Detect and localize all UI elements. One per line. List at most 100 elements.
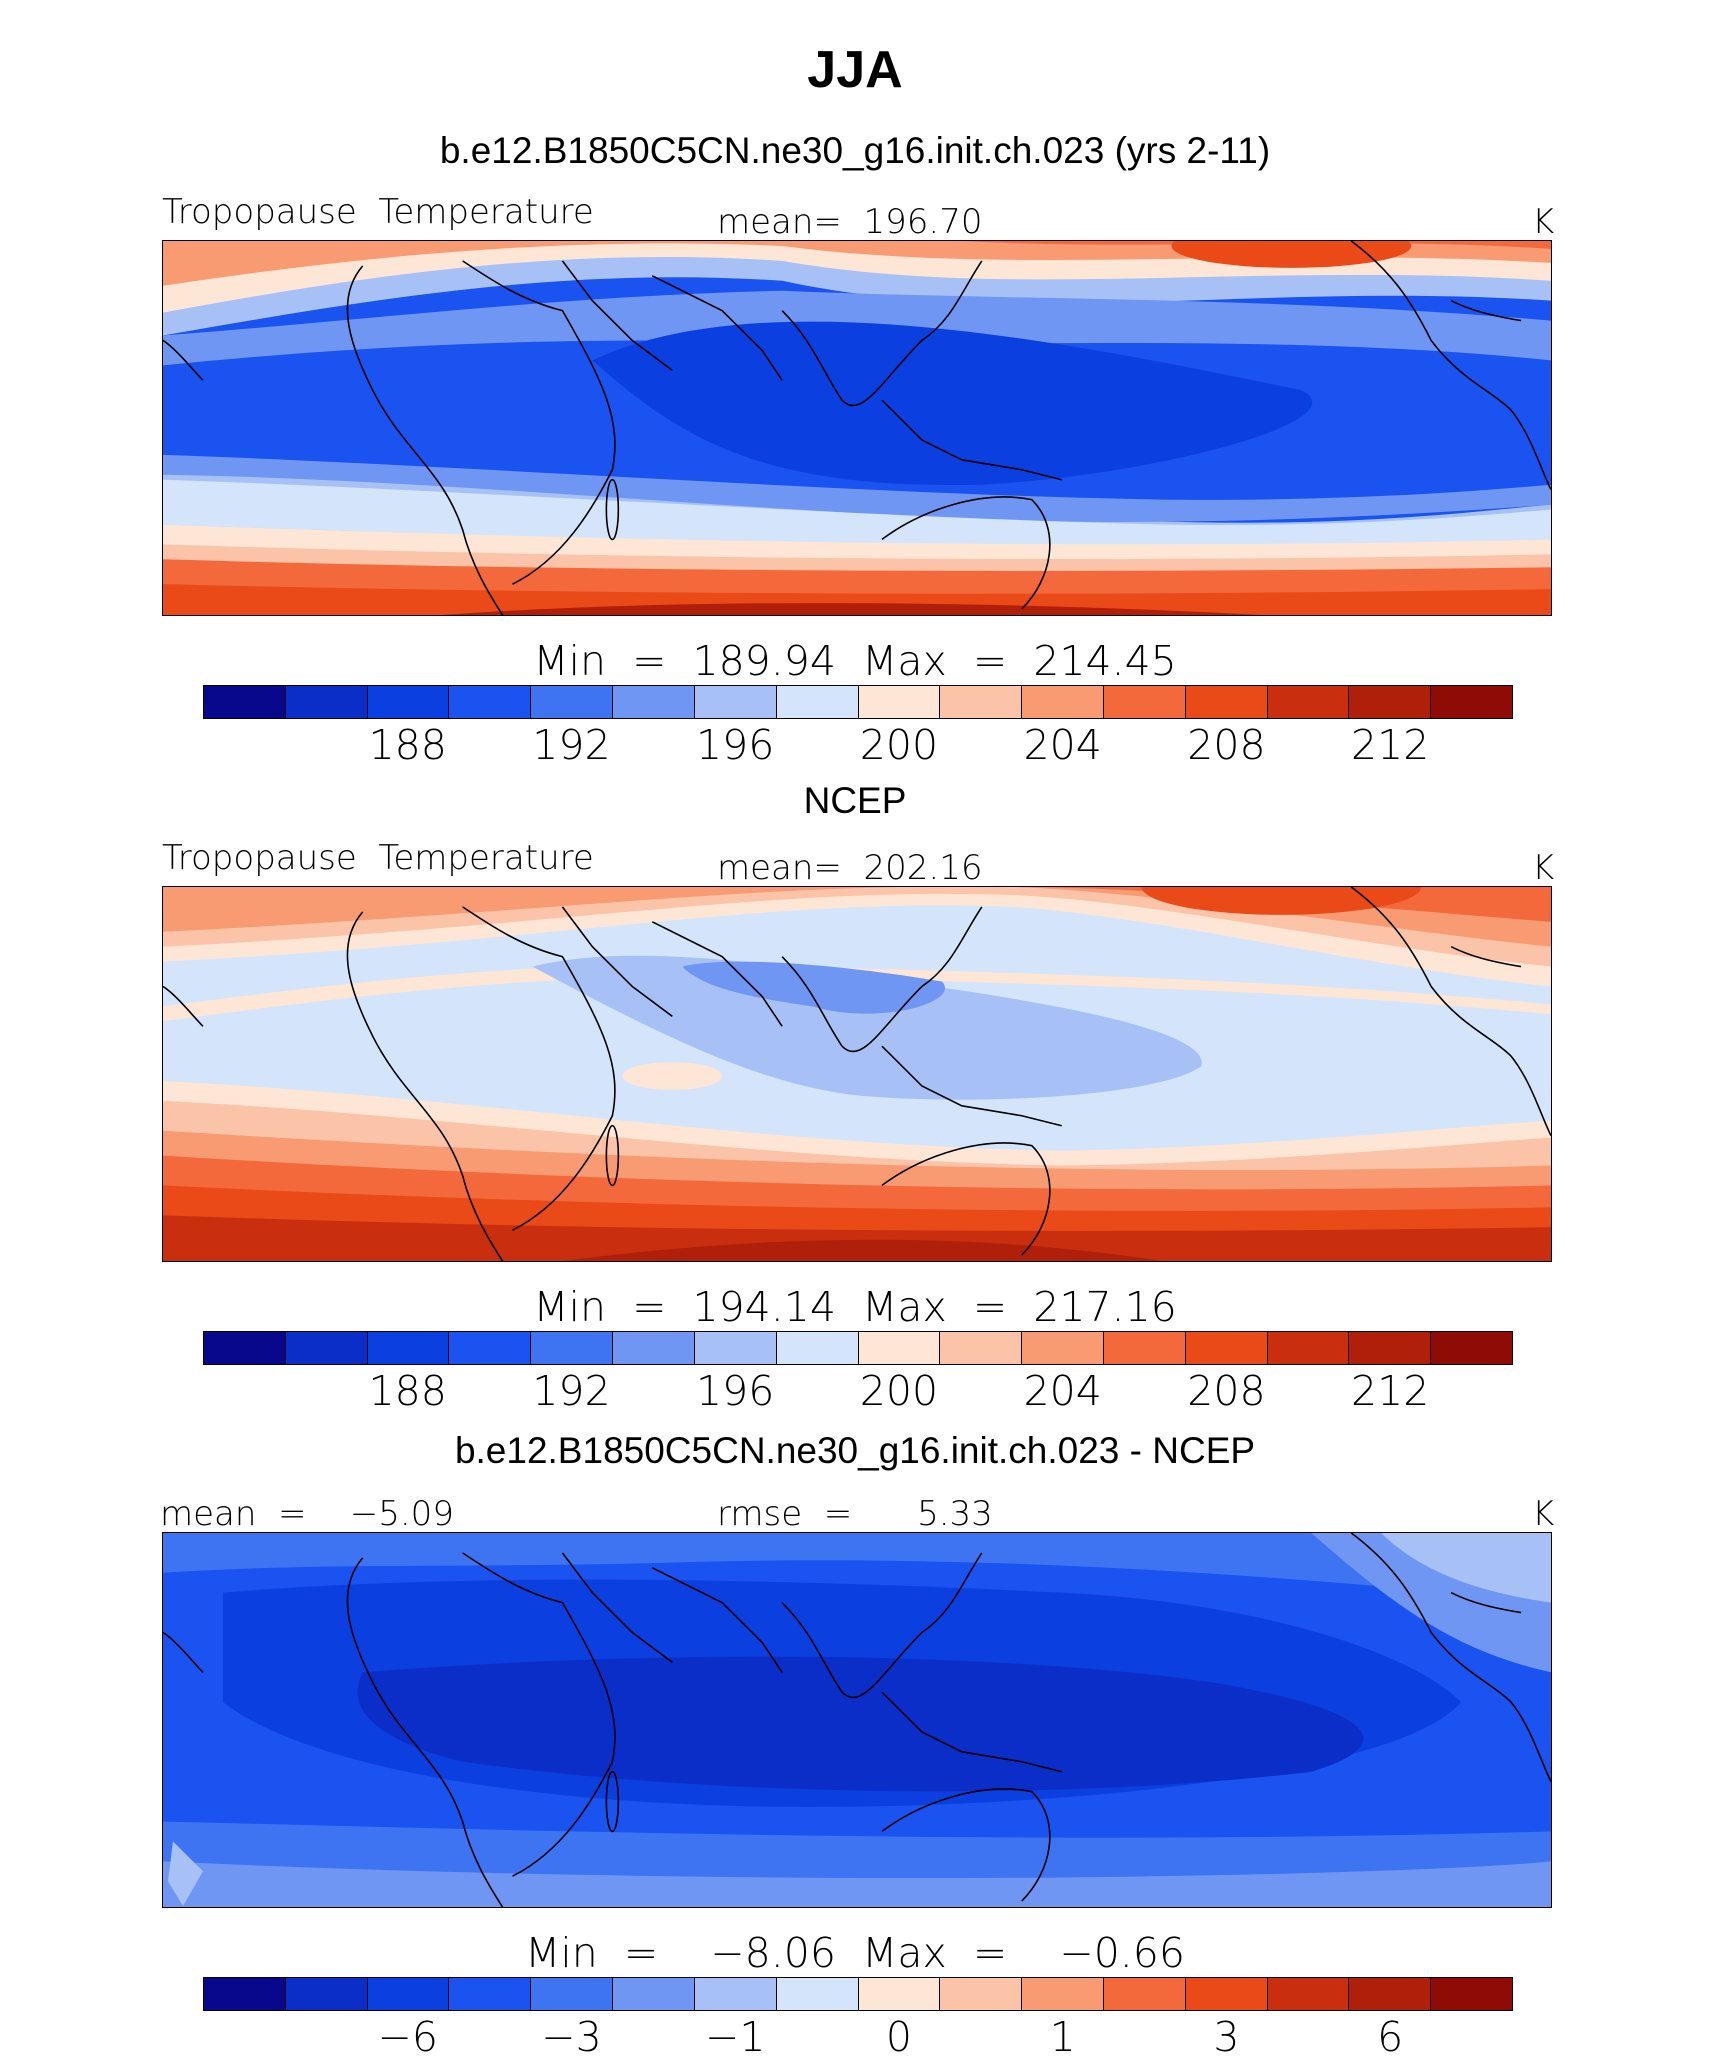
colorbar-tick-label: 192: [532, 1367, 611, 1415]
colorbar-swatch: [940, 1332, 1023, 1364]
colorbar-tick-label: 188: [368, 721, 447, 769]
panel1-variable-label: Tropopause Temperature: [162, 192, 594, 232]
coast-arabia: [651, 921, 783, 1027]
colorbar-swatch: [776, 1332, 859, 1364]
coast-africa-east: [462, 260, 616, 585]
colorbar-swatch: [285, 686, 368, 718]
colorbar-swatch: [449, 686, 532, 718]
panel2-field: [163, 887, 1551, 1261]
colorbar-swatch: [1185, 1978, 1268, 2010]
panel3-rmse-label: rmse = 5.33: [717, 1494, 993, 1534]
coast-australia: [881, 1788, 1051, 1902]
colorbar-tick-label: 208: [1187, 721, 1266, 769]
panel1-colorbar-ticks: 188 192 196 200 204 208 212: [0, 725, 1710, 775]
colorbar-swatch: [1103, 1332, 1186, 1364]
colorbar-swatch: [776, 1978, 859, 2010]
colorbar-swatch: [776, 686, 859, 718]
colorbar-tick-label: −3: [541, 2013, 602, 2061]
panel3-coastlines: [163, 1533, 1551, 1907]
coast-arabia: [651, 1567, 783, 1673]
coast-africa-west: [346, 911, 504, 1261]
coast-indonesia: [881, 1045, 1062, 1127]
figure-title: JJA: [807, 41, 903, 99]
coast-australia: [881, 496, 1051, 610]
colorbar-tick-label: 204: [1023, 1367, 1102, 1415]
colorbar-swatch: [613, 686, 695, 718]
colorbar-swatch: [858, 1978, 941, 2010]
field-max-north: [1171, 241, 1412, 268]
field-band-s0: [163, 1215, 1551, 1261]
colorbar-swatch: [449, 1978, 532, 2010]
coast-red-sea: [561, 1552, 673, 1663]
panel3-field: [163, 1533, 1551, 1907]
colorbar-swatch: [694, 1978, 777, 2010]
coast-arabia: [651, 275, 783, 381]
colorbar-swatch: [1431, 1332, 1512, 1364]
panel2-subtitle: NCEP: [803, 780, 907, 821]
colorbar-swatch: [1431, 1978, 1512, 2010]
colorbar-swatch: [285, 1332, 368, 1364]
colorbar-swatch: [613, 1978, 695, 2010]
colorbar-tick-label: 0: [885, 2013, 912, 2061]
coast-americas: [1350, 241, 1551, 491]
field-band-s-warm: [163, 1861, 1551, 1907]
colorbar-swatch: [204, 1332, 286, 1364]
colorbar-swatch: [531, 686, 614, 718]
panel3-mean-label: mean = −5.09: [160, 1494, 454, 1534]
colorbar-tick-label: 196: [696, 1367, 775, 1415]
coast-africa-east: [462, 906, 616, 1231]
colorbar-tick-label: 200: [859, 721, 939, 769]
panel2-mean-label: mean= 202.16: [717, 848, 983, 888]
colorbar-swatch: [613, 1332, 695, 1364]
panel1-minmax: Min = 189.94 Max = 214.45: [533, 637, 1177, 685]
colorbar-swatch: [1103, 686, 1186, 718]
coast-red-sea: [561, 906, 673, 1017]
panel2-coastlines: [163, 887, 1551, 1261]
panel3-units-label: K: [1532, 1494, 1555, 1534]
colorbar-swatch: [531, 1978, 614, 2010]
colorbar-tick-label: 200: [859, 1367, 939, 1415]
field-band-s5: [163, 454, 1551, 522]
colorbar-swatch: [449, 1332, 532, 1364]
panel2-map-svg: [163, 887, 1551, 1261]
panel3-subtitle: b.e12.B1850C5CN.ne30_g16.init.ch.023 - N…: [454, 1430, 1256, 1471]
coast-brazil: [163, 1631, 204, 1673]
colorbar-swatch: [1185, 1332, 1268, 1364]
field-warm-sw: [167, 1841, 203, 1907]
colorbar-swatch: [1022, 1978, 1104, 2010]
colorbar-tick-label: 208: [1187, 1367, 1266, 1415]
coast-india-asia: [781, 260, 983, 407]
panel1-map: [162, 240, 1552, 616]
panel3-map: [162, 1532, 1552, 1908]
colorbar-swatch: [858, 686, 941, 718]
panel1-coastlines: [163, 241, 1551, 615]
coast-india-asia: [781, 1552, 983, 1699]
colorbar-swatch: [1349, 1332, 1432, 1364]
field-lowish-region: [532, 955, 1202, 1100]
coast-caribbean: [1450, 299, 1522, 322]
colorbar-swatch: [1431, 686, 1512, 718]
coast-red-sea: [561, 260, 673, 371]
coast-madagascar: [605, 478, 620, 541]
colorbar-swatch: [694, 686, 777, 718]
panel1-colorbar: [203, 685, 1513, 719]
coast-australia: [881, 1142, 1051, 1256]
panel1-units-label: K: [1532, 202, 1555, 242]
coast-brazil: [163, 985, 204, 1027]
colorbar-swatch: [1185, 686, 1268, 718]
coast-madagascar: [605, 1770, 620, 1833]
colorbar-swatch: [694, 1332, 777, 1364]
panel3-colorbar: [203, 1977, 1513, 2011]
colorbar-swatch: [858, 1332, 941, 1364]
field-min-region: [682, 961, 945, 1014]
colorbar-tick-label: 6: [1377, 2013, 1404, 2061]
panel3-minmax: Min = −8.06 Max = −0.66: [525, 1929, 1185, 1977]
field-warmest-ne: [1381, 1533, 1551, 1603]
panel2-minmax: Min = 194.14 Max = 217.16: [533, 1283, 1177, 1331]
colorbar-swatch: [204, 1978, 286, 2010]
colorbar-swatch: [285, 1978, 368, 2010]
field-max-north: [1141, 887, 1422, 915]
colorbar-swatch: [1022, 686, 1104, 718]
panel2-units-label: K: [1532, 848, 1555, 888]
field-band-n: [163, 1533, 1551, 1603]
